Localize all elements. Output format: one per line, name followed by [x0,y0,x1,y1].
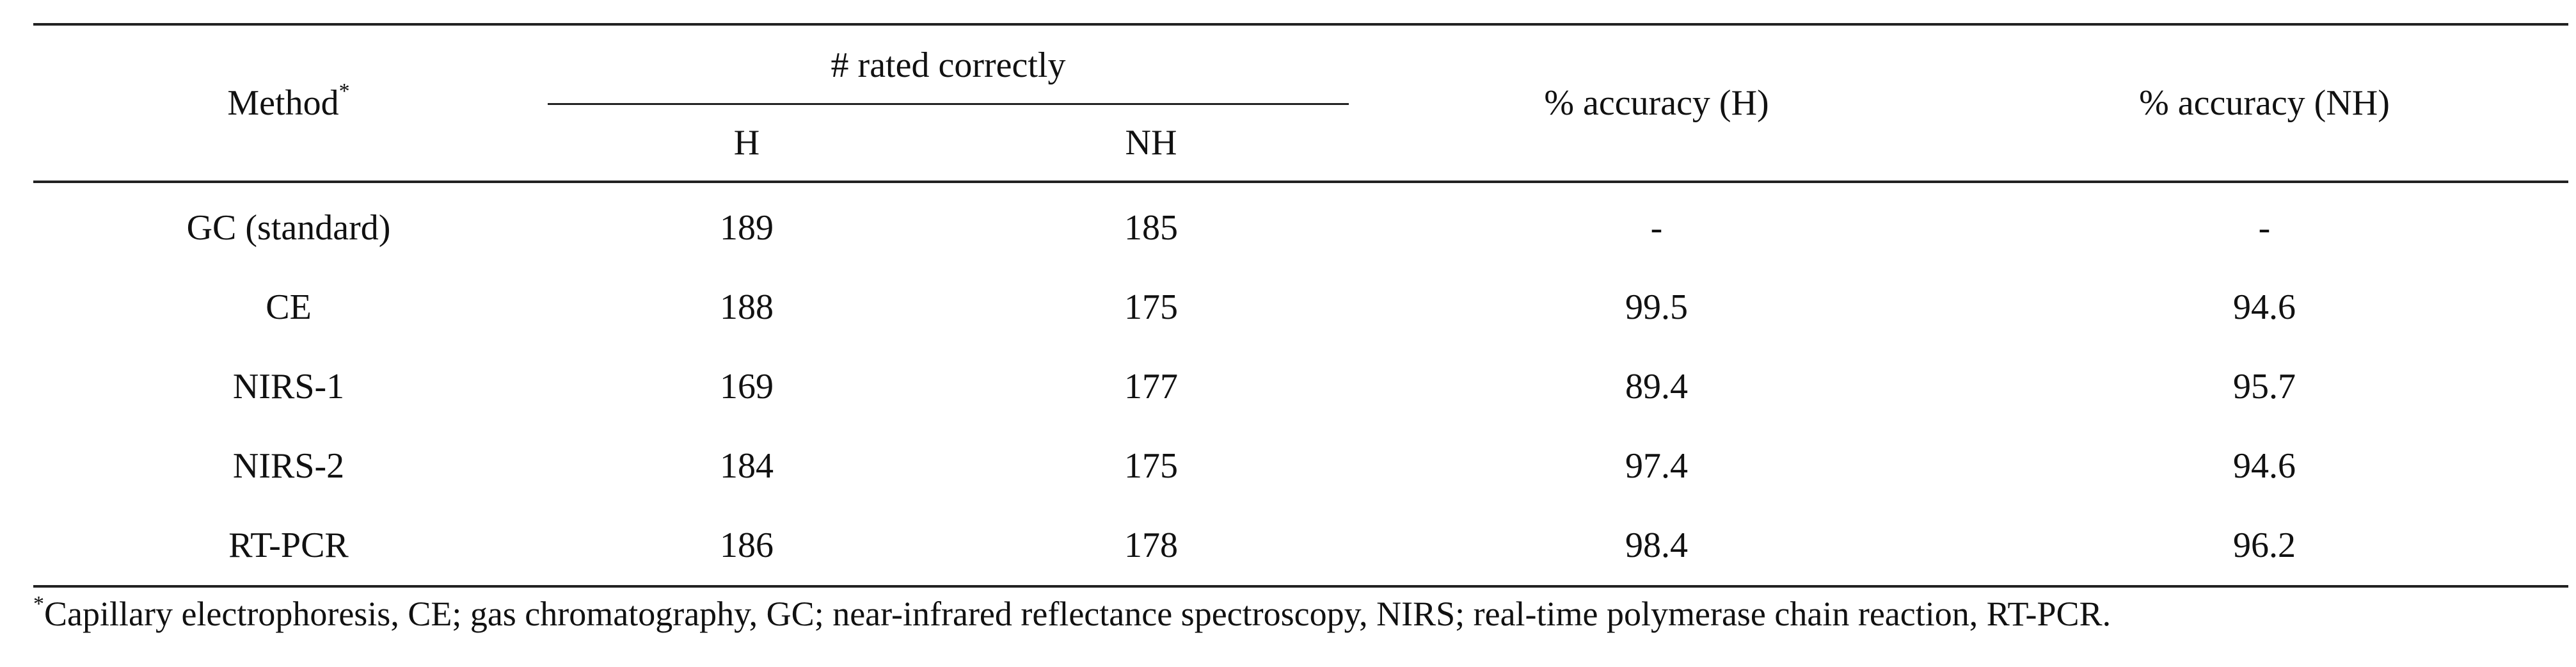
accuracy-h-label: % accuracy (H) [1544,83,1769,123]
h-subcolumn-header: H [544,105,950,183]
table-footnote: *Capillary electrophoresis, CE; gas chro… [33,592,2111,634]
h-count-cell: 186 [544,506,950,588]
results-table-container: Method* # rated correctly % accuracy (H)… [33,23,2568,588]
nh-subcolumn-header: NH [950,105,1353,183]
table-header: Method* # rated correctly % accuracy (H)… [33,23,2568,183]
accuracy-h-cell: 97.4 [1625,446,1688,486]
accuracy-nh-cell: 94.6 [2233,287,2296,327]
h-count-cell: 184 [720,446,774,486]
rated-correctly-group-header: # rated correctly [544,23,1353,105]
method-cell: RT-PCR [33,506,544,588]
footnote-text: Capillary electrophoresis, CE; gas chrom… [44,595,2111,633]
accuracy-h-cell: 99.5 [1625,287,1688,327]
accuracy-h-cell: 89.4 [1625,367,1688,406]
h-count-cell: 188 [720,287,774,327]
h-label: H [733,123,760,163]
table-body: GC (standard) 189 185 - - CE 188 175 99.… [33,182,2568,588]
nh-count-cell: 177 [1124,367,1178,406]
accuracy-nh-cell: 94.6 [2233,446,2296,486]
accuracy-nh-label: % accuracy (NH) [2139,83,2390,123]
footnote-marker: * [33,592,44,616]
table-row: CE 188 175 99.5 94.6 [33,268,2568,347]
table-row: GC (standard) 189 185 - - [33,182,2568,268]
table-row: RT-PCR 186 178 98.4 96.2 [33,506,2568,588]
accuracy-nh-cell: - [2258,208,2271,248]
table-row: NIRS-2 184 175 97.4 94.6 [33,426,2568,506]
accuracy-h-cell: 98.4 [1353,506,1960,588]
accuracy-nh-cell: 95.7 [2233,367,2296,406]
method-cell: GC (standard) [186,208,391,248]
nh-label: NH [1125,123,1177,163]
nh-count-cell: 175 [1124,446,1178,486]
nh-count-cell: 178 [950,506,1353,588]
accuracy-h-column-header: % accuracy (H) [1353,23,1960,183]
accuracy-nh-column-header: % accuracy (NH) [1960,23,2568,183]
method-footnote-marker: * [338,79,350,104]
accuracy-nh-cell: 96.2 [1960,506,2568,588]
method-cell: NIRS-1 [232,367,345,406]
method-header-label: Method [227,83,339,123]
nh-count-cell: 185 [1124,208,1178,248]
results-table: Method* # rated correctly % accuracy (H)… [33,23,2568,588]
h-count-cell: 189 [720,208,774,248]
method-column-header: Method* [33,23,544,183]
method-cell: CE [266,287,312,327]
rated-correctly-label: # rated correctly [831,45,1066,85]
table-row: NIRS-1 169 177 89.4 95.7 [33,347,2568,426]
accuracy-h-cell: - [1650,208,1663,248]
method-cell: NIRS-2 [232,446,345,486]
nh-count-cell: 175 [1124,287,1178,327]
h-count-cell: 169 [720,367,774,406]
